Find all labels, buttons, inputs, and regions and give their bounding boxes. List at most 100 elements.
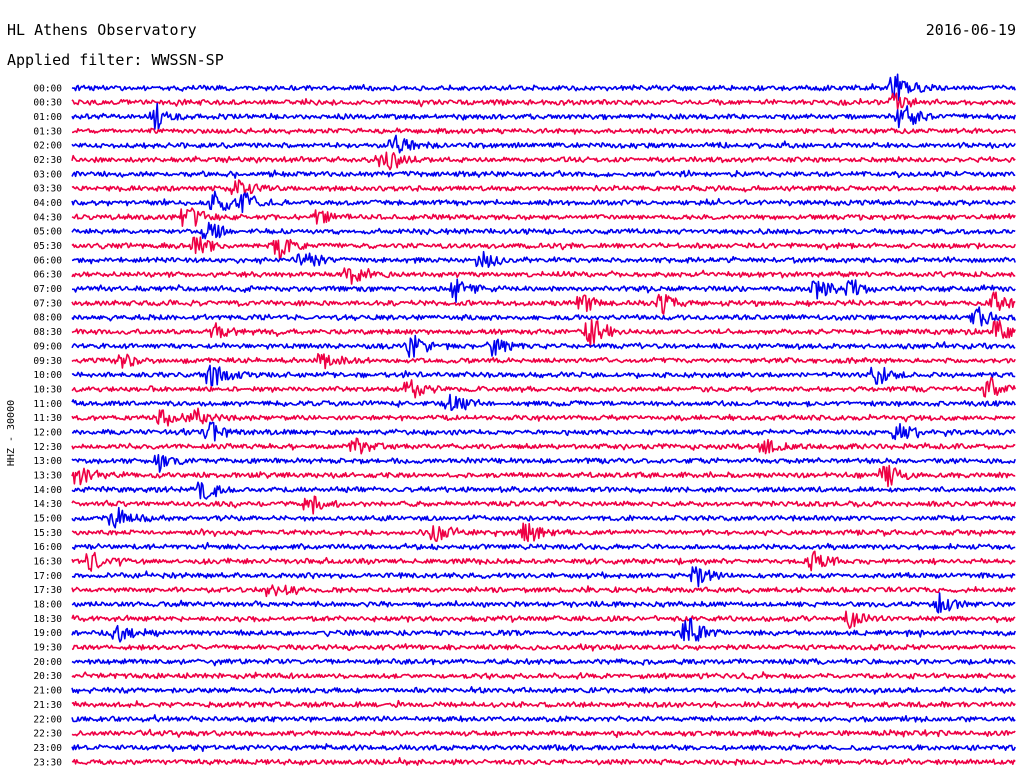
- trace-row-2030: [71, 671, 1016, 680]
- trace-row-0700: [71, 278, 1016, 304]
- row-time-label: 08:30: [33, 327, 62, 338]
- trace-row-1500: [71, 506, 1016, 529]
- trace-row-2000: [71, 657, 1016, 667]
- trace-row-1430: [71, 495, 1016, 515]
- row-time-label: 22:30: [33, 729, 62, 740]
- row-time-label: 19:00: [33, 628, 62, 639]
- row-time-label: 10:30: [33, 384, 62, 395]
- row-time-label: 20:30: [33, 671, 62, 682]
- row-time-label: 21:30: [33, 700, 62, 711]
- trace-row-1030: [71, 376, 1016, 399]
- row-time-label: 05:00: [33, 227, 62, 238]
- row-time-label: 04:00: [33, 198, 62, 209]
- trace-row-0800: [71, 306, 1016, 327]
- trace-row-2230: [71, 728, 1016, 739]
- row-time-label: 00:30: [33, 98, 62, 109]
- row-time-label: 14:30: [33, 499, 62, 510]
- trace-row-0930: [71, 352, 1016, 370]
- trace-row-0730: [71, 291, 1016, 315]
- row-time-labels: 00:00 00:30 01:00 01:30 02:00 02:30 03:00 03:30…: [33, 83, 62, 768]
- row-time-label: 13:00: [33, 456, 62, 467]
- trace-row-1900: [71, 617, 1016, 643]
- trace-row-1400: [71, 481, 1016, 500]
- record-date: 2016-06-19: [925, 21, 1016, 39]
- row-time-label: 02:30: [33, 155, 62, 166]
- row-time-label: 10:00: [33, 370, 62, 381]
- trace-row-1630: [71, 550, 1016, 572]
- row-time-label: 01:00: [33, 112, 62, 123]
- row-time-label: 11:00: [33, 399, 62, 410]
- trace-row-2130: [71, 699, 1016, 709]
- trace-row-1600: [71, 541, 1016, 551]
- row-time-label: 13:30: [33, 470, 62, 481]
- row-time-label: 16:30: [33, 557, 62, 568]
- trace-row-0300: [71, 169, 1016, 179]
- row-time-label: 09:30: [33, 356, 62, 367]
- row-time-label: 11:30: [33, 413, 62, 424]
- row-time-label: 03:30: [33, 184, 62, 195]
- trace-row-0900: [71, 334, 1016, 358]
- row-time-label: 23:30: [33, 757, 62, 768]
- trace-row-1330: [71, 464, 1016, 488]
- row-time-label: 05:30: [33, 241, 62, 252]
- row-time-label: 08:00: [33, 313, 62, 324]
- row-time-label: 06:00: [33, 255, 62, 266]
- row-time-label: 06:30: [33, 270, 62, 281]
- row-time-label: 07:00: [33, 284, 62, 295]
- trace-row-0130: [72, 127, 1016, 135]
- row-time-label: 12:00: [33, 427, 62, 438]
- trace-row-2300: [71, 743, 1016, 753]
- station-title: HL Athens Observatory: [7, 21, 197, 39]
- row-time-label: 09:00: [33, 341, 62, 352]
- seismogram-traces: [71, 73, 1016, 766]
- trace-row-1800: [71, 592, 1016, 614]
- row-time-label: 17:00: [33, 571, 62, 582]
- trace-row-1200: [71, 421, 1016, 442]
- trace-row-1300: [71, 453, 1016, 473]
- row-time-label: 16:00: [33, 542, 62, 553]
- trace-row-1530: [71, 522, 1016, 543]
- row-time-label: 01:30: [33, 126, 62, 137]
- trace-row-0530: [71, 236, 1016, 260]
- trace-row-0000: [71, 73, 1016, 102]
- row-time-label: 23:00: [33, 743, 62, 754]
- row-time-label: 18:30: [33, 614, 62, 625]
- trace-row-0330: [71, 179, 1016, 196]
- row-time-label: 03:00: [33, 169, 62, 180]
- trace-row-1100: [71, 393, 1016, 412]
- trace-row-1000: [71, 364, 1016, 387]
- trace-row-1930: [71, 643, 1016, 652]
- applied-filter-label: Applied filter: WWSSN-SP: [7, 51, 224, 69]
- row-time-label: 02:00: [33, 141, 62, 152]
- row-time-label: 04:30: [33, 212, 62, 223]
- trace-row-1700: [71, 566, 1016, 588]
- trace-row-0500: [71, 221, 1016, 240]
- row-time-label: 15:00: [33, 514, 62, 525]
- trace-row-0230: [71, 151, 1016, 171]
- trace-row-0100: [71, 102, 1016, 131]
- row-time-label: 00:00: [33, 83, 62, 94]
- row-time-label: 07:30: [33, 298, 62, 309]
- row-time-label: 17:30: [33, 585, 62, 596]
- trace-row-2200: [71, 714, 1016, 723]
- row-time-label: 21:00: [33, 686, 62, 697]
- row-time-label: 12:30: [33, 442, 62, 453]
- trace-row-0600: [71, 250, 1016, 269]
- trace-row-0400: [71, 190, 1016, 214]
- trace-row-1830: [71, 610, 1016, 630]
- trace-row-1230: [71, 437, 1016, 455]
- row-time-label: 15:30: [33, 528, 62, 539]
- trace-row-0200: [71, 134, 1016, 154]
- trace-row-0630: [71, 267, 1016, 285]
- row-time-label: 20:00: [33, 657, 62, 668]
- row-time-label: 14:00: [33, 485, 62, 496]
- row-time-label: 18:00: [33, 600, 62, 611]
- trace-row-0830: [71, 318, 1016, 348]
- trace-row-0430: [71, 207, 1016, 227]
- row-time-label: 22:00: [33, 714, 62, 725]
- trace-row-2100: [71, 685, 1016, 695]
- trace-row-1730: [71, 584, 1016, 598]
- row-time-label: 19:30: [33, 643, 62, 654]
- trace-row-2330: [71, 756, 1016, 766]
